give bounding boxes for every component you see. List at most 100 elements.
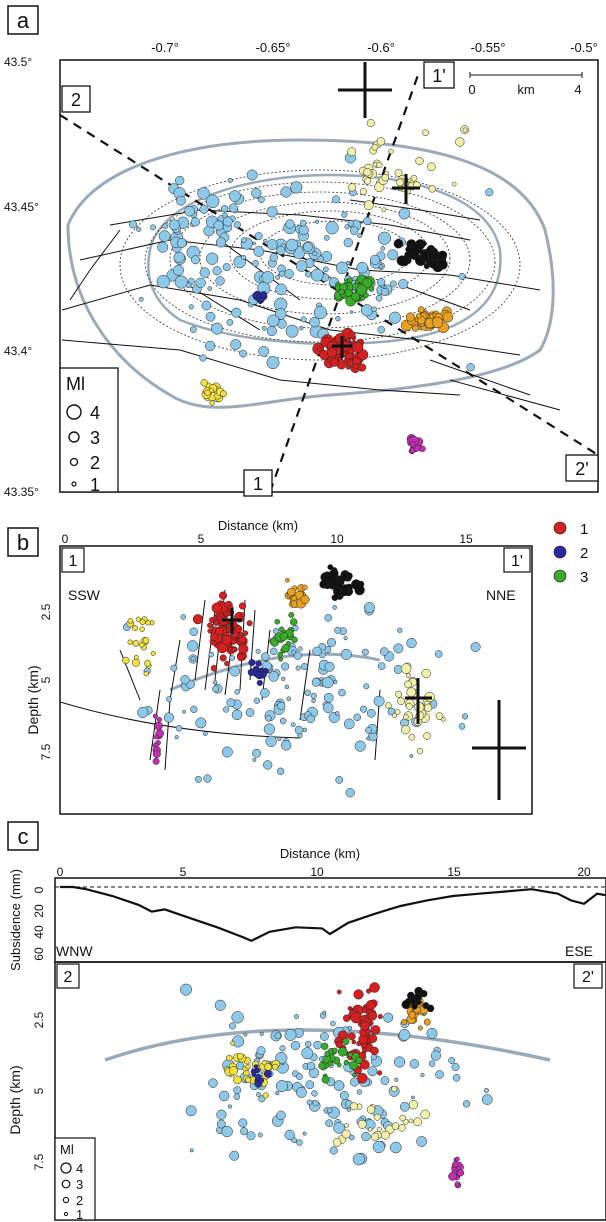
event-marker — [206, 252, 219, 265]
event-marker — [398, 279, 409, 290]
event-marker — [323, 266, 329, 273]
event-marker — [184, 205, 195, 217]
panel-a-letter: a — [17, 8, 30, 33]
event-marker — [341, 1129, 351, 1139]
panel-c-dir-left: WNW — [56, 943, 93, 959]
event-marker — [461, 713, 469, 720]
event-marker — [156, 717, 162, 723]
event-marker — [451, 1063, 460, 1071]
event-marker — [231, 307, 242, 318]
event-marker — [435, 1070, 444, 1079]
event-marker — [326, 347, 337, 358]
event-marker — [301, 1047, 314, 1060]
section-label-2: 2 — [71, 90, 81, 110]
event-marker — [336, 989, 342, 995]
event-marker — [208, 651, 214, 658]
event-marker — [252, 748, 262, 758]
event-marker — [287, 587, 296, 597]
event-marker — [319, 580, 328, 589]
event-marker — [300, 595, 310, 604]
event-marker — [409, 447, 416, 454]
panel-b-frame — [59, 545, 533, 815]
legend-label-3: 3 — [580, 569, 588, 586]
event-marker — [174, 275, 188, 289]
event-marker — [180, 675, 190, 685]
event-marker — [224, 660, 230, 667]
event-marker — [411, 1095, 415, 1100]
event-marker — [296, 1139, 303, 1146]
event-marker — [214, 999, 226, 1011]
event-marker — [190, 705, 198, 713]
event-marker — [220, 205, 229, 213]
event-marker — [237, 653, 245, 662]
event-marker — [266, 356, 280, 370]
panel-b-corner-right: 1' — [511, 553, 523, 570]
event-marker — [231, 709, 243, 721]
event-marker — [321, 1075, 330, 1084]
ml-label-1: 1 — [90, 475, 100, 495]
event-marker — [351, 579, 362, 590]
event-marker — [357, 233, 363, 239]
event-marker — [363, 168, 372, 177]
panel-a: a -0.7° -0.65° -0.6° -0.55° -0.5° 43.5° … — [4, 5, 599, 499]
event-marker — [279, 632, 289, 641]
event-marker — [260, 688, 270, 698]
event-marker — [211, 322, 223, 335]
legend-swatch — [553, 521, 567, 535]
event-marker — [213, 620, 220, 626]
event-marker — [416, 747, 424, 755]
scale-unit: km — [517, 82, 534, 97]
event-marker — [342, 1037, 350, 1046]
event-marker — [321, 1042, 329, 1050]
subsidence-tick: 40 — [32, 925, 46, 939]
event-marker — [266, 206, 278, 218]
panel-b-events — [122, 564, 481, 798]
event-marker — [294, 725, 304, 735]
left-tick-label: 43.35° — [4, 485, 39, 499]
event-marker — [427, 162, 436, 172]
event-marker — [448, 1056, 456, 1064]
event-marker — [296, 1073, 303, 1080]
panel-b-x-tick: 15 — [459, 532, 473, 546]
event-marker — [222, 263, 231, 272]
event-marker — [311, 1090, 318, 1097]
event-marker — [409, 242, 419, 253]
subsidence-profile-line — [60, 885, 606, 943]
section-label-box — [423, 61, 455, 89]
event-marker — [341, 572, 349, 580]
panel-b-x-title: Distance (km) — [218, 518, 298, 533]
event-marker — [299, 326, 304, 331]
event-marker — [142, 637, 150, 644]
event-marker — [253, 697, 261, 704]
event-marker — [344, 224, 350, 230]
panel-c-x-tick: 10 — [310, 865, 324, 879]
event-marker — [438, 250, 448, 260]
event-marker — [152, 749, 161, 758]
section-label-1: 1 — [253, 474, 263, 494]
event-marker — [345, 788, 355, 798]
event-marker — [246, 1131, 256, 1141]
event-marker — [216, 1119, 226, 1129]
event-marker — [213, 680, 218, 685]
event-marker — [435, 712, 444, 721]
event-marker — [150, 650, 156, 656]
panel-c-events — [180, 982, 493, 1189]
event-marker — [370, 254, 381, 265]
panel-a-top-ticks: -0.7° -0.65° -0.6° -0.55° -0.5° — [151, 40, 598, 55]
event-marker — [132, 639, 140, 647]
event-marker — [261, 271, 275, 284]
subsidence-tick: 20 — [32, 904, 46, 918]
event-marker — [226, 319, 234, 326]
event-marker — [396, 255, 408, 266]
panel-b: b Distance (km) 0 5 10 15 Depth (km) 2.5… — [7, 518, 588, 815]
event-marker — [330, 1020, 336, 1027]
event-marker — [434, 650, 443, 658]
event-marker — [255, 1073, 262, 1081]
event-marker — [215, 237, 227, 248]
event-marker — [330, 358, 339, 367]
event-marker — [338, 288, 345, 296]
event-marker — [365, 726, 372, 734]
event-marker — [275, 274, 281, 280]
event-marker — [351, 291, 361, 301]
event-marker — [380, 1130, 390, 1140]
